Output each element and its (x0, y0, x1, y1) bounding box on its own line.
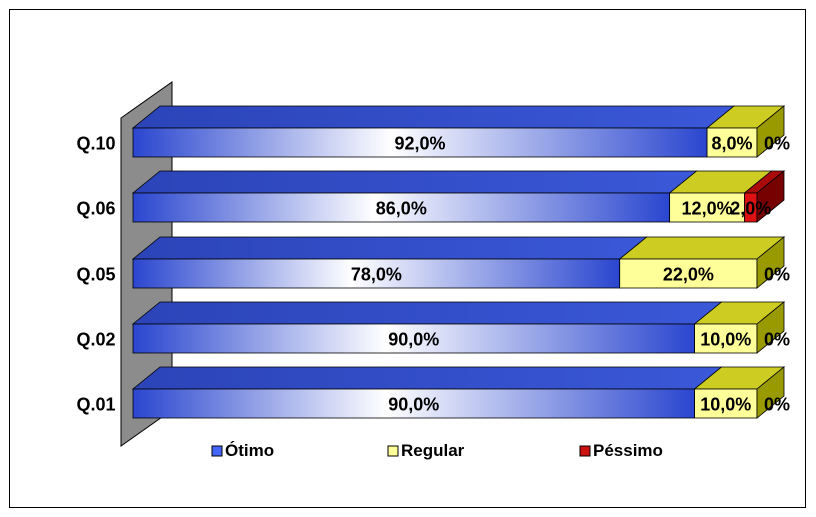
legend-label-regular: Regular (401, 441, 465, 460)
bar-q-01-otimo (132, 388, 695, 419)
data-label-q-06-regular: 12,0% (682, 199, 733, 219)
legend: Ótimo Regular Péssimo (211, 441, 663, 460)
category-label-q-06: Q.06 (76, 199, 115, 219)
data-label-q-02-otimo: 90,0% (388, 330, 439, 350)
bar-side-q-05 (756, 236, 785, 289)
bar-side-q-06 (756, 170, 785, 223)
bar-top-q-01-otimo (131, 366, 723, 390)
bar-q-10-regular (706, 127, 758, 158)
category-label-q-01: Q.01 (76, 395, 115, 415)
data-label-q-06-otimo: 86,0% (376, 199, 427, 219)
data-label-q-05-otimo: 78,0% (351, 265, 402, 285)
bar-top-q-02-otimo (131, 301, 723, 325)
data-label-q-05-pessimo: 0% (764, 265, 790, 285)
bar-q-10-otimo (132, 127, 708, 158)
legend-swatch-otimo (211, 445, 223, 457)
data-label-q-10-otimo: 92,0% (395, 134, 446, 154)
bar-q-02-regular (694, 323, 758, 354)
bar-top-q-05-otimo (131, 236, 648, 260)
category-label-q-05: Q.05 (76, 265, 115, 285)
labels-layer: Q.10 92,0% 8,0% 0% Q.06 86,0% 12,0%2,0% Q.05 78,… (76, 134, 790, 415)
data-label-q-01-pessimo: 0% (764, 395, 790, 415)
category-label-q-02: Q.02 (76, 330, 115, 350)
bar-side-q-01 (756, 366, 785, 419)
data-label-q-06-pessimo: 2,0% (730, 199, 771, 219)
bar-q-02-otimo (132, 323, 695, 354)
bar-top-q-05-regular (618, 236, 786, 260)
bar-side-q-10 (756, 105, 785, 158)
bars-layer (131, 105, 786, 419)
legend-swatch-regular (387, 445, 399, 457)
data-label-q-01-otimo: 90,0% (388, 395, 439, 415)
bar-top-q-06-otimo (131, 170, 698, 194)
data-label-q-01-regular: 10,0% (700, 395, 751, 415)
category-label-q-10: Q.10 (76, 134, 115, 154)
legend-label-pessimo: Péssimo (593, 441, 663, 460)
data-label-q-02-regular: 10,0% (700, 330, 751, 350)
data-label-q-02-pessimo: 0% (764, 330, 790, 350)
bar-q-05-otimo (132, 258, 621, 289)
legend-label-otimo: Ótimo (225, 441, 274, 460)
bar-top-q-10-otimo (131, 105, 736, 129)
bar-side-q-02 (756, 301, 785, 354)
data-label-q-10-pessimo: 0% (764, 134, 790, 154)
data-label-q-05-regular: 22,0% (663, 265, 714, 285)
legend-swatch-pessimo (579, 445, 591, 457)
data-label-q-10-regular: 8,0% (712, 134, 753, 154)
